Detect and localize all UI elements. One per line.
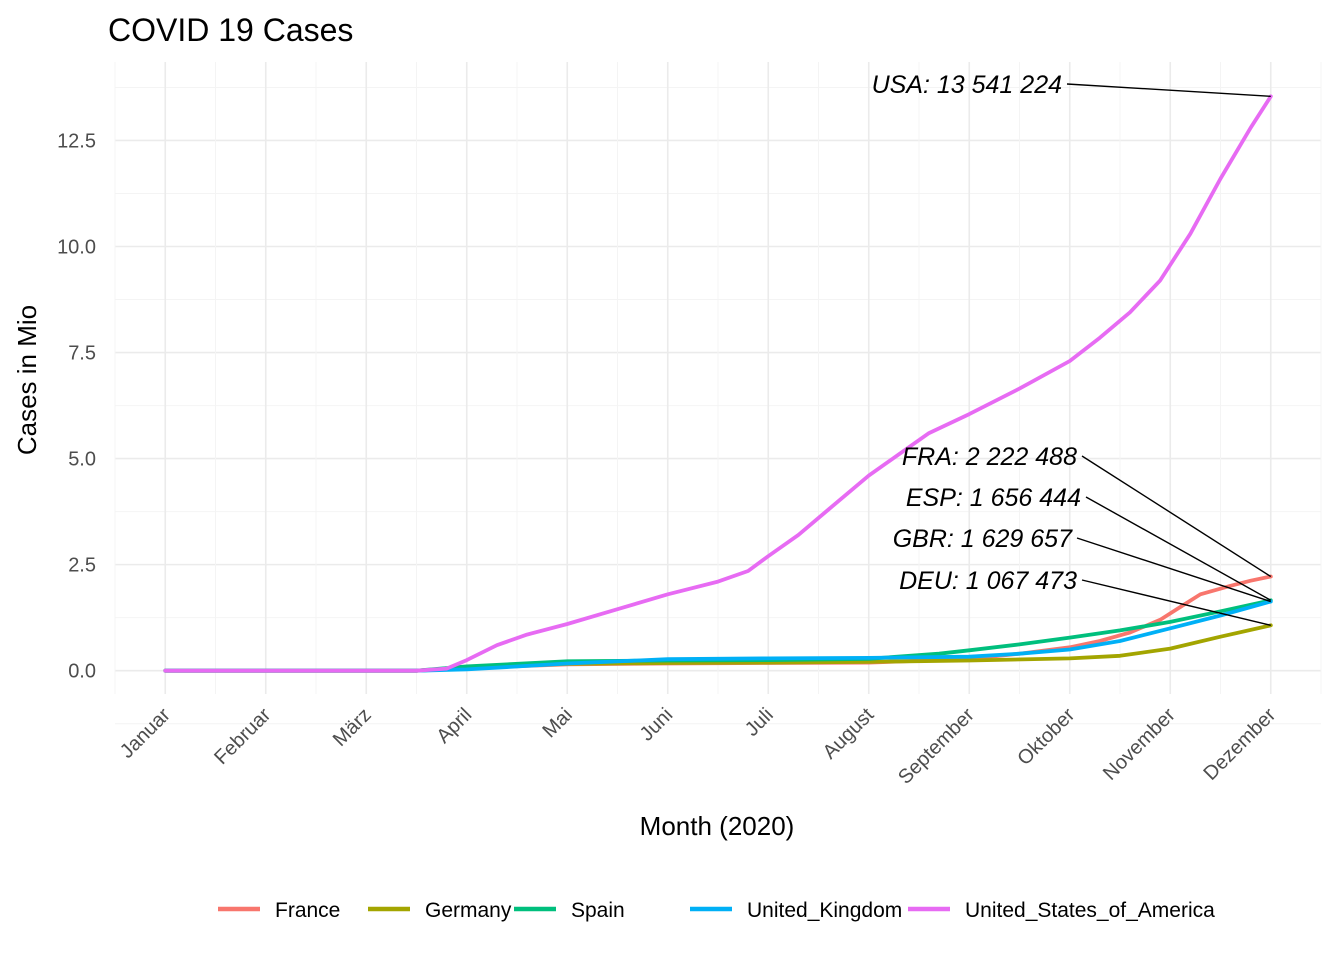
x-tick-label: Dezember <box>1199 704 1280 785</box>
annotation-label: USA: 13 541 224 <box>872 71 1062 99</box>
legend-label: France <box>275 899 340 922</box>
annotation-leader-line <box>1081 455 1272 578</box>
x-tick-label: März <box>329 704 376 751</box>
x-tick-label: September <box>894 704 979 789</box>
x-tick-label: Mai <box>538 704 576 742</box>
y-tick-label: 0.0 <box>68 661 96 683</box>
x-axis-title: Month (2020) <box>640 811 795 841</box>
annotation-label: DEU: 1 067 473 <box>899 567 1077 595</box>
annotations: USA: 13 541 224 FRA: 2 222 488 ESP: 1 656 … <box>872 71 1272 626</box>
x-tick-label: November <box>1099 704 1180 785</box>
legend-label: Germany <box>425 899 512 922</box>
series-line-spain <box>163 598 1273 673</box>
annotation-leader-line <box>1081 579 1271 626</box>
x-axis-ticks: Januar Februar März April Mai Juni Juli August S… <box>116 704 1281 789</box>
y-tick-label: 7.5 <box>68 343 96 365</box>
y-axis-title: Cases in Mio <box>12 305 42 455</box>
y-tick-label: 5.0 <box>68 449 96 471</box>
annotation-leader-line <box>1085 496 1272 601</box>
x-tick-label: April <box>432 704 476 748</box>
grid <box>114 62 1322 725</box>
y-tick-label: 2.5 <box>68 555 96 577</box>
x-tick-label: Februar <box>210 704 275 769</box>
annotation-label: FRA: 2 222 488 <box>902 443 1077 471</box>
y-tick-label: 10.0 <box>57 237 96 259</box>
annotation-label: ESP: 1 656 444 <box>906 484 1081 512</box>
series-line-united-kingdom <box>163 599 1273 673</box>
legend-label: Spain <box>571 899 625 922</box>
x-tick-label: Juni <box>636 704 678 746</box>
y-tick-label: 12.5 <box>57 130 96 152</box>
x-tick-label: Juli <box>741 704 778 741</box>
annotation-leader-line <box>1066 83 1271 98</box>
legend: France Germany Spain United_Kingdom United_S… <box>218 899 1215 922</box>
legend-label: United_Kingdom <box>747 899 902 922</box>
x-tick-label: Januar <box>116 704 175 763</box>
series-line-united-states-of-america <box>163 94 1273 673</box>
y-axis-ticks: 0.0 2.5 5.0 7.5 10.0 12.5 <box>57 130 96 682</box>
x-tick-label: Oktober <box>1013 704 1079 770</box>
chart-title: COVID 19 Cases <box>108 12 353 48</box>
x-tick-label: August <box>819 704 879 764</box>
annotation-label: GBR: 1 629 657 <box>893 525 1073 553</box>
legend-label: United_States_of_America <box>965 899 1215 922</box>
annotation-leader-line <box>1076 537 1271 603</box>
series-lines <box>163 94 1273 673</box>
